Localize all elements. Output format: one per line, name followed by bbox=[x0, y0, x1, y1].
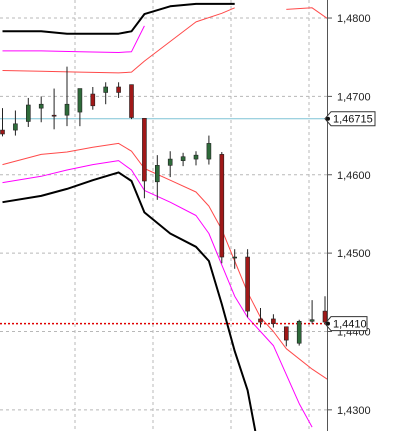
axis-tick-label: 1,4300 bbox=[337, 405, 371, 417]
candle bbox=[129, 84, 134, 120]
candle-body-bull bbox=[77, 88, 83, 113]
candle bbox=[180, 152, 186, 167]
candle-body-bear bbox=[271, 318, 276, 324]
candle-body-bull bbox=[193, 154, 199, 160]
candle-body-bull bbox=[155, 165, 160, 183]
candle-body-bear bbox=[283, 326, 289, 341]
candle bbox=[155, 155, 160, 200]
candle-body-bear bbox=[142, 118, 147, 182]
candle-body-bear bbox=[219, 154, 225, 258]
candle-body-bear bbox=[90, 93, 96, 107]
candle-body-bull bbox=[206, 143, 212, 160]
axis-tick-label: 1,4500 bbox=[337, 248, 371, 260]
axis-background bbox=[327, 0, 403, 431]
candle-body-bull bbox=[296, 320, 302, 344]
candle bbox=[167, 151, 173, 178]
candle-body-bull bbox=[309, 319, 315, 322]
candle bbox=[296, 319, 302, 346]
candle bbox=[258, 307, 263, 328]
candle bbox=[64, 66, 70, 127]
candle-body-bull bbox=[167, 158, 173, 166]
candle bbox=[0, 108, 5, 137]
candle bbox=[38, 96, 44, 123]
candle-layer bbox=[0, 66, 379, 388]
candle bbox=[283, 326, 289, 347]
candle-body-bear bbox=[258, 318, 263, 323]
candle bbox=[142, 118, 147, 199]
band-line bbox=[2, 7, 235, 74]
candle-body-bull bbox=[64, 103, 70, 116]
candle bbox=[206, 135, 212, 165]
candle-body-bull bbox=[180, 156, 186, 161]
candle-body-bear bbox=[129, 84, 134, 118]
candle-body-bull bbox=[13, 123, 18, 131]
price-level-label: 1,46715 bbox=[333, 114, 373, 126]
candle-body-bull bbox=[232, 256, 237, 259]
axis-tick-label: 1,4600 bbox=[337, 170, 371, 182]
candle-body-bear bbox=[51, 114, 57, 117]
candle bbox=[51, 88, 57, 130]
price-level-marker bbox=[326, 116, 330, 121]
price-axis: 1,48001,47001,46001,45001,44001,43001,46… bbox=[324, 0, 403, 431]
candle-body-bull bbox=[38, 103, 44, 109]
axis-tick-label: 1,4700 bbox=[337, 91, 371, 103]
band-line bbox=[2, 25, 145, 53]
level-layer bbox=[0, 118, 327, 325]
price-level-tag bbox=[324, 111, 376, 127]
candle bbox=[77, 88, 83, 127]
candle bbox=[193, 151, 199, 166]
candle bbox=[245, 249, 250, 318]
axis-tick-label: 1,4800 bbox=[337, 13, 371, 25]
candle bbox=[25, 97, 31, 127]
price-level-label: 1,4410 bbox=[333, 319, 367, 331]
candle bbox=[90, 86, 96, 110]
price-level-marker bbox=[326, 321, 330, 326]
candle-body-bull bbox=[103, 86, 108, 93]
price-level-tag bbox=[324, 316, 368, 332]
candle bbox=[232, 249, 237, 269]
candle-body-bear bbox=[322, 310, 328, 323]
candle bbox=[103, 82, 108, 105]
candle bbox=[116, 82, 121, 98]
candle bbox=[13, 110, 18, 136]
candle bbox=[322, 296, 328, 324]
band-line bbox=[2, 2, 235, 35]
candle-body-bull bbox=[25, 104, 31, 122]
candle bbox=[219, 152, 225, 264]
candle-body-bear bbox=[245, 256, 250, 312]
candle bbox=[309, 300, 315, 324]
band-line bbox=[2, 171, 257, 432]
candle bbox=[271, 314, 276, 328]
candle-body-bear bbox=[116, 86, 121, 93]
candle-body-bear bbox=[0, 129, 5, 135]
band-line bbox=[2, 160, 313, 428]
band-line bbox=[2, 142, 390, 422]
